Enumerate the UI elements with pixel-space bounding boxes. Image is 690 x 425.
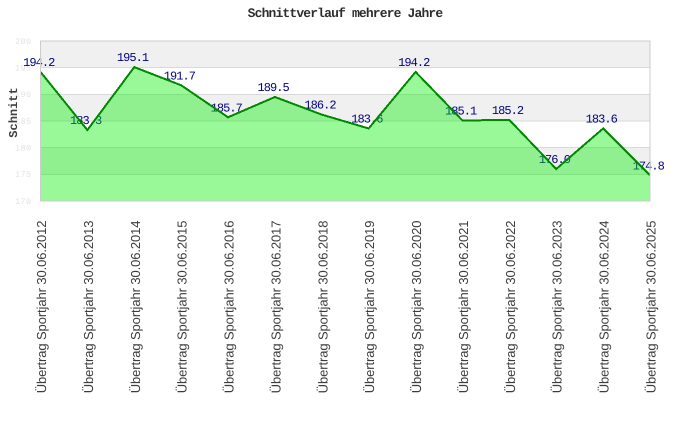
svg-text:Schnittverlauf mehrere Jahre: Schnittverlauf mehrere Jahre bbox=[248, 6, 444, 21]
svg-text:Übertrag Sportjahr 30.06.2020: Übertrag Sportjahr 30.06.2020 bbox=[409, 221, 424, 394]
svg-text:Übertrag Sportjahr 30.06.2014: Übertrag Sportjahr 30.06.2014 bbox=[128, 221, 143, 394]
svg-text:183.6: 183.6 bbox=[586, 112, 618, 126]
svg-text:Übertrag Sportjahr 30.06.2013: Übertrag Sportjahr 30.06.2013 bbox=[81, 221, 96, 394]
svg-text:195.1: 195.1 bbox=[117, 51, 149, 65]
svg-text:Übertrag Sportjahr 30.06.2024: Übertrag Sportjahr 30.06.2024 bbox=[597, 221, 612, 394]
svg-text:Übertrag Sportjahr 30.06.2025: Übertrag Sportjahr 30.06.2025 bbox=[644, 221, 659, 394]
svg-text:185: 185 bbox=[15, 117, 32, 127]
svg-text:Übertrag Sportjahr 30.06.2022: Übertrag Sportjahr 30.06.2022 bbox=[503, 221, 518, 394]
svg-text:183.6: 183.6 bbox=[351, 112, 383, 126]
svg-text:185.2: 185.2 bbox=[492, 104, 524, 118]
svg-text:Übertrag Sportjahr 30.06.2018: Übertrag Sportjahr 30.06.2018 bbox=[315, 221, 330, 394]
svg-text:Übertrag Sportjahr 30.06.2016: Übertrag Sportjahr 30.06.2016 bbox=[222, 221, 237, 394]
svg-text:189.5: 189.5 bbox=[257, 81, 289, 95]
svg-text:174.8: 174.8 bbox=[633, 159, 665, 173]
svg-text:200: 200 bbox=[15, 37, 32, 47]
svg-text:194.2: 194.2 bbox=[23, 56, 55, 70]
svg-text:Übertrag Sportjahr 30.06.2023: Übertrag Sportjahr 30.06.2023 bbox=[550, 221, 565, 394]
svg-text:Übertrag Sportjahr 30.06.2021: Übertrag Sportjahr 30.06.2021 bbox=[456, 221, 471, 394]
svg-text:186.2: 186.2 bbox=[304, 99, 336, 113]
svg-text:194.2: 194.2 bbox=[398, 56, 430, 70]
svg-text:Übertrag Sportjahr 30.06.2019: Übertrag Sportjahr 30.06.2019 bbox=[362, 221, 377, 394]
svg-text:Übertrag Sportjahr 30.06.2012: Übertrag Sportjahr 30.06.2012 bbox=[34, 221, 49, 394]
svg-text:190: 190 bbox=[15, 90, 32, 100]
svg-text:185.1: 185.1 bbox=[445, 104, 477, 118]
svg-text:Übertrag Sportjahr 30.06.2015: Übertrag Sportjahr 30.06.2015 bbox=[175, 221, 190, 394]
svg-text:180: 180 bbox=[15, 143, 32, 153]
svg-text:170: 170 bbox=[15, 197, 32, 207]
svg-text:175: 175 bbox=[15, 170, 32, 180]
svg-text:191.7: 191.7 bbox=[164, 69, 196, 83]
svg-text:Schnitt: Schnitt bbox=[7, 87, 21, 137]
svg-text:Übertrag Sportjahr 30.06.2017: Übertrag Sportjahr 30.06.2017 bbox=[268, 221, 283, 394]
svg-text:195: 195 bbox=[15, 63, 32, 73]
